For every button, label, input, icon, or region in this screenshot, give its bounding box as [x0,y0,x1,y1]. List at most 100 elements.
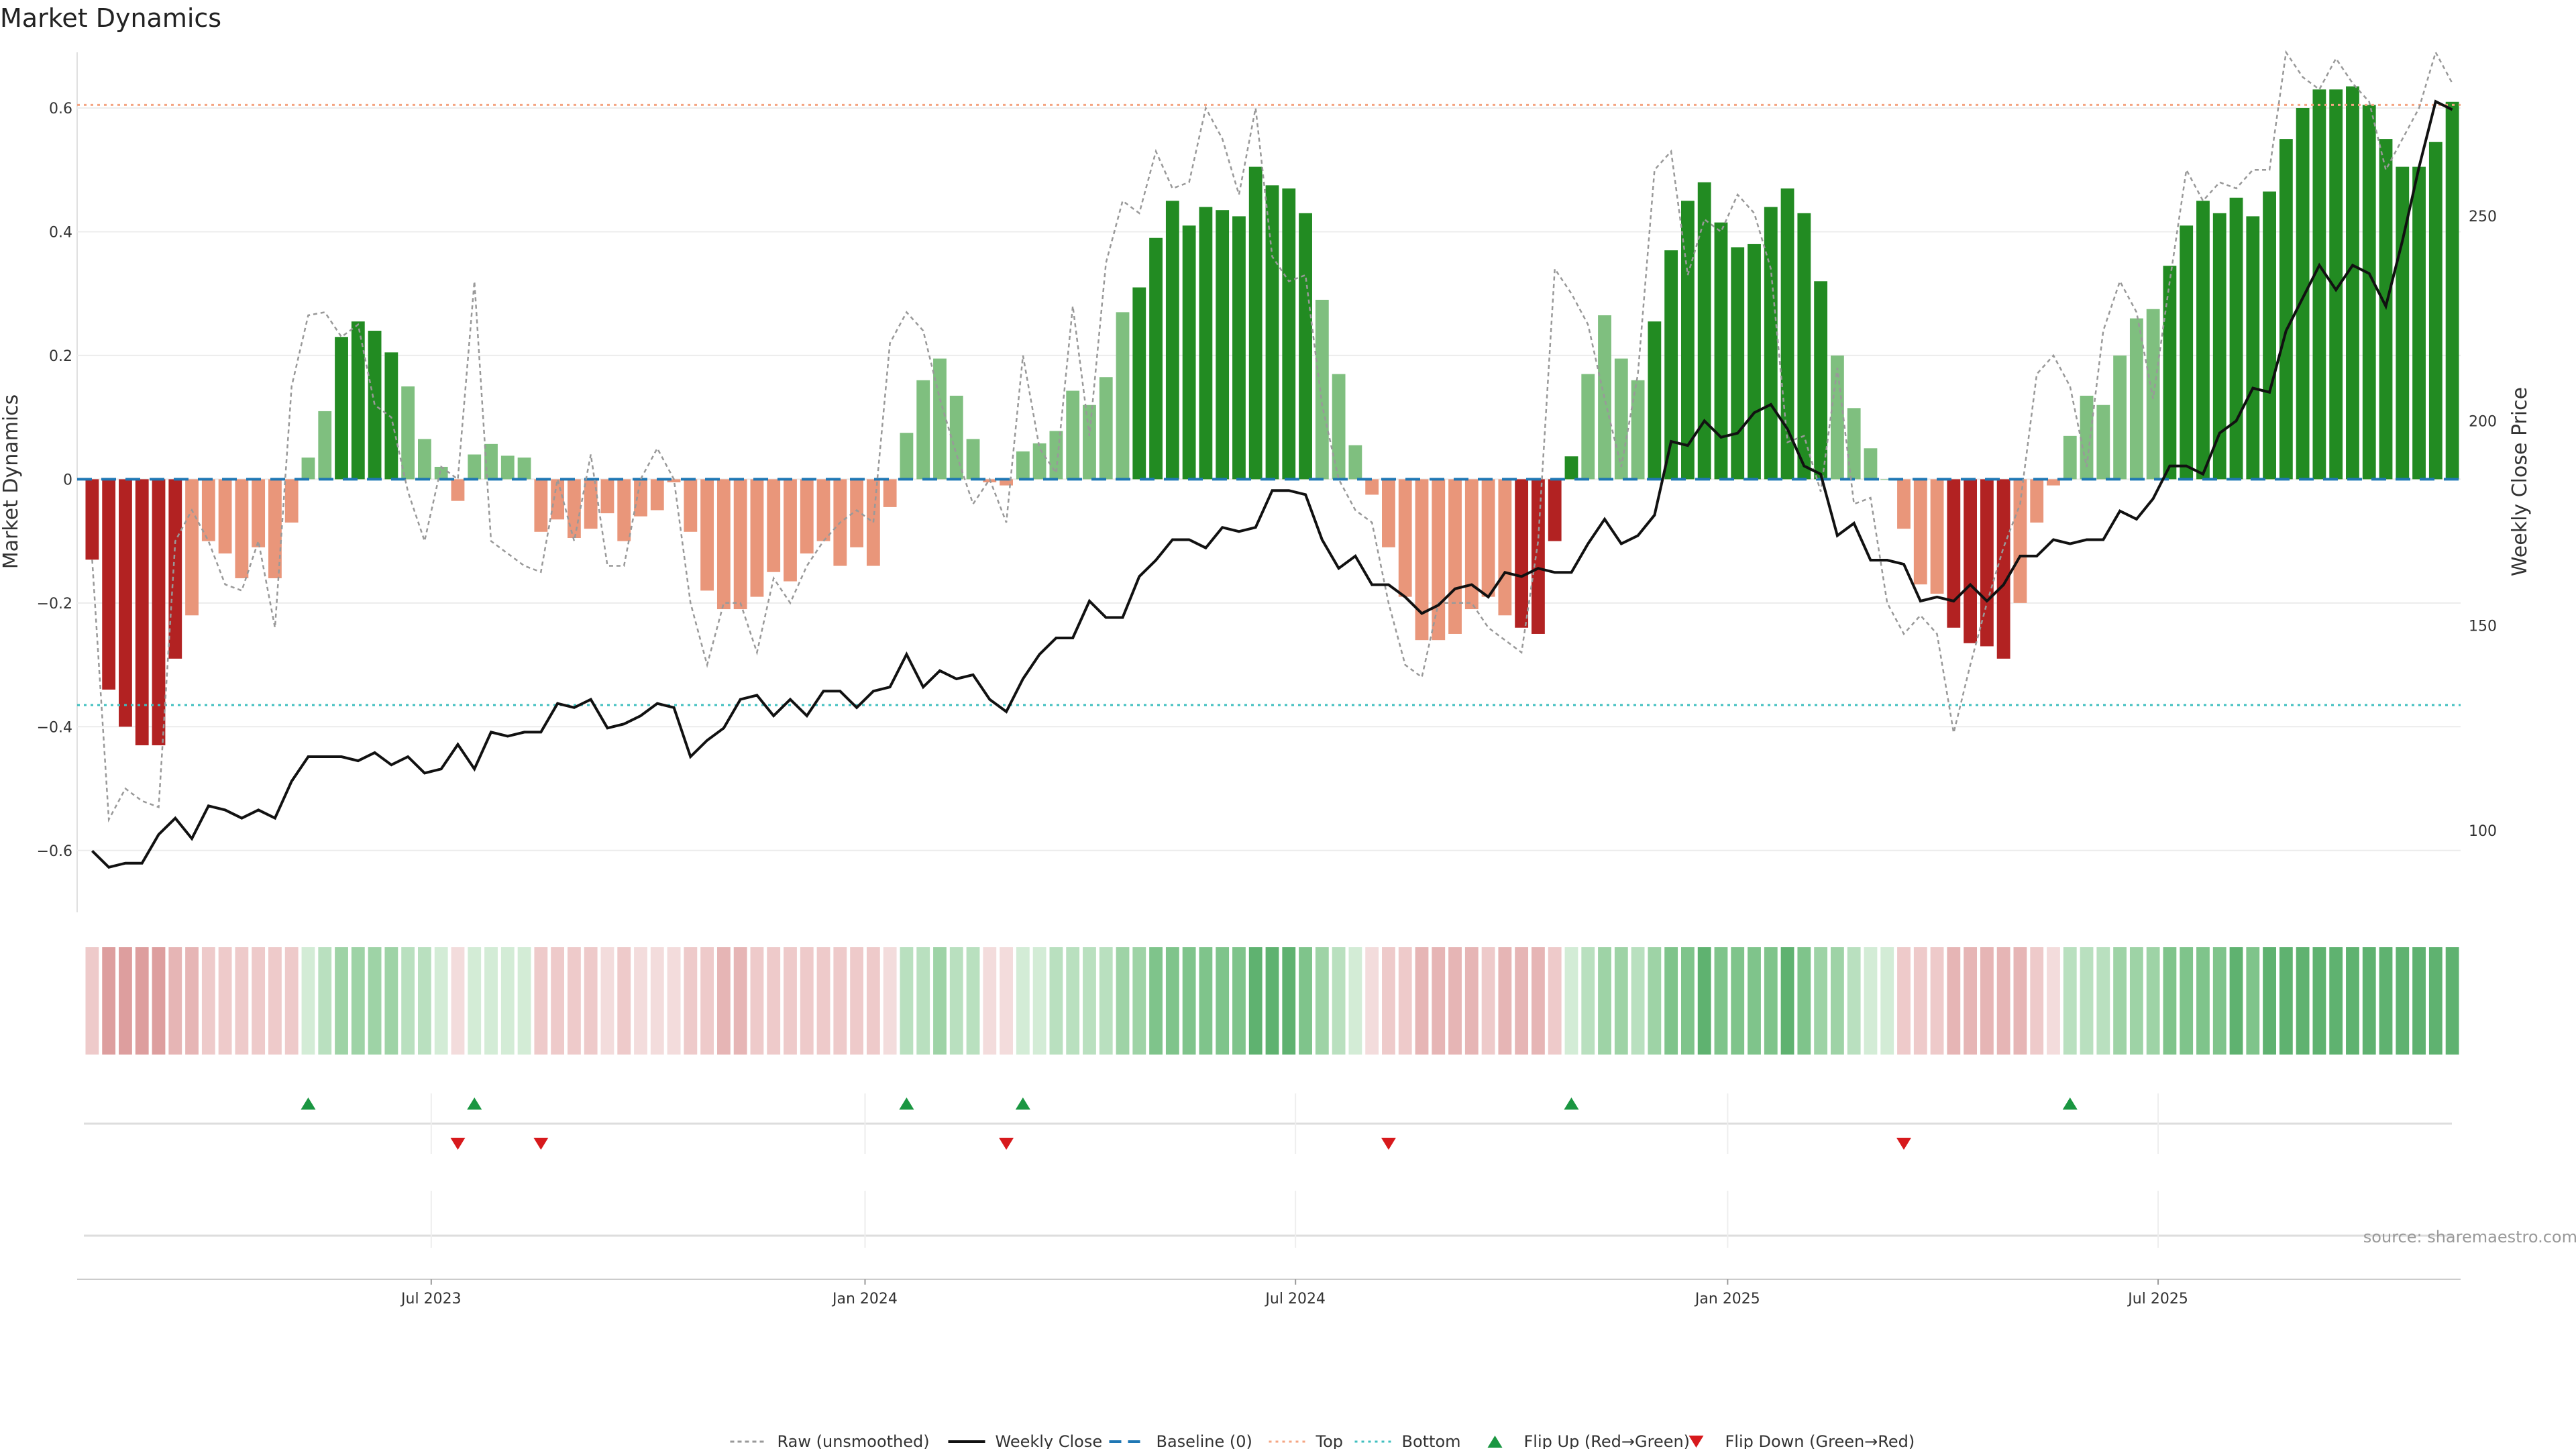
dynamics-bar [650,479,664,511]
dynamics-bar [1099,377,1113,480]
dynamics-bar [800,479,814,554]
dynamics-bar [484,443,498,480]
intensity-cell [2379,947,2393,1055]
flip-markers [301,1097,2078,1150]
intensity-cell [551,947,565,1055]
dynamics-bar [1149,237,1163,480]
dynamics-bar [451,479,465,501]
intensity-cell [1182,947,1196,1055]
intensity-cell [1248,947,1263,1055]
dynamics-bar [949,395,963,480]
intensity-cell [750,947,764,1055]
intensity-cell [218,947,232,1055]
dynamics-bar [1398,479,1412,597]
intensity-cell [1897,947,1911,1055]
intensity-cell [2346,947,2359,1055]
dynamics-bar [1515,479,1529,628]
intensity-cell [2296,947,2310,1055]
dynamics-bar [1299,213,1312,480]
dynamics-bar [85,479,99,560]
flip-up-marker [301,1097,316,1110]
intensity-cell [2445,947,2459,1055]
x-gridlines [430,1093,2159,1285]
chart-title: Market Dynamics [0,3,221,33]
dynamics-bar [1132,287,1146,480]
dynamics-bar [1049,431,1063,480]
intensity-cell [434,947,448,1055]
intensity-cell [1614,947,1628,1055]
dynamics-bar [1930,479,1944,594]
dynamics-bar [1432,479,1446,641]
dynamics-bar [218,479,232,554]
flip-up-marker [1015,1097,1030,1110]
legend-flip-down-swatch [1688,1436,1704,1448]
dynamics-bar [2412,166,2426,480]
intensity-cell [201,947,215,1055]
dynamics-bar [2346,86,2359,480]
intensity-cell [268,947,282,1055]
dynamics-bar [418,439,431,480]
intensity-cell [284,947,299,1055]
dynamics-bar [1016,451,1030,480]
dynamics-bar [2080,395,2094,480]
intensity-cell [1049,947,1063,1055]
dynamics-bar [1731,247,1745,480]
legend-item: Flip Up (Red→Green) [1487,1432,1690,1449]
legend-label: Raw (unsmoothed) [777,1432,930,1449]
dynamics-bar [584,479,598,529]
flip-down-marker [533,1138,549,1150]
intensity-cell [2180,947,2194,1055]
intensity-cell [500,947,515,1055]
intensity-cell [767,947,781,1055]
dynamics-bar [1913,479,1927,585]
intensity-cell [168,947,182,1055]
intensity-cell [1116,947,1130,1055]
dynamics-bar [750,479,764,597]
dynamics-bar [784,479,797,582]
dynamics-bar [600,479,614,514]
flip-down-marker [1381,1138,1396,1150]
dynamics-bar [468,454,482,480]
intensity-cell [2329,947,2343,1055]
intensity-cell [1631,947,1645,1055]
intensity-cell [1165,947,1179,1055]
dynamics-bar [2212,213,2226,480]
intensity-cell [2412,947,2426,1055]
dynamics-bar [2129,318,2143,480]
intensity-cell [252,947,266,1055]
dynamics-bar [1996,479,2010,659]
y-tick-right-label: 250 [2469,209,2497,225]
dynamics-bar [1581,374,1595,480]
dynamics-bar [1498,479,1512,616]
intensity-cell [966,947,980,1055]
legend-item: Raw (unsmoothed) [730,1432,930,1449]
intensity-cell [1382,947,1395,1055]
dynamics-bar [1564,456,1578,480]
intensity-cell [1930,947,1944,1055]
intensity-cell [2212,947,2226,1055]
dynamics-bar [2063,435,2077,480]
dynamics-bar [119,479,132,727]
dynamics-bar [1980,479,1994,647]
intensity-cell [1032,947,1046,1055]
dynamics-bar [667,479,681,482]
dynamics-bar [368,331,382,480]
intensity-cell [1664,947,1678,1055]
intensity-cell [368,947,382,1055]
dynamics-bar [617,479,631,541]
intensity-cell [484,947,498,1055]
x-axis-ticks: Jul 2023 Jan 2024 Jul 2024 Jan 2025 Jul 2025 [400,1291,2188,1307]
flip-up-marker [899,1097,914,1110]
dynamics-bar [351,321,365,480]
y-tick-left-label: 0 [63,472,72,488]
dynamics-bar [1265,185,1279,480]
intensity-cell [733,947,747,1055]
dynamics-bar [1083,405,1096,480]
legend-flip-up-swatch [1487,1436,1503,1448]
dynamics-bar [268,479,282,578]
dynamics-bar [135,479,149,745]
dynamics-bar [2362,105,2376,480]
dynamics-bar [2312,89,2326,480]
dynamics-bar [252,479,266,547]
intensity-cell [119,947,132,1055]
